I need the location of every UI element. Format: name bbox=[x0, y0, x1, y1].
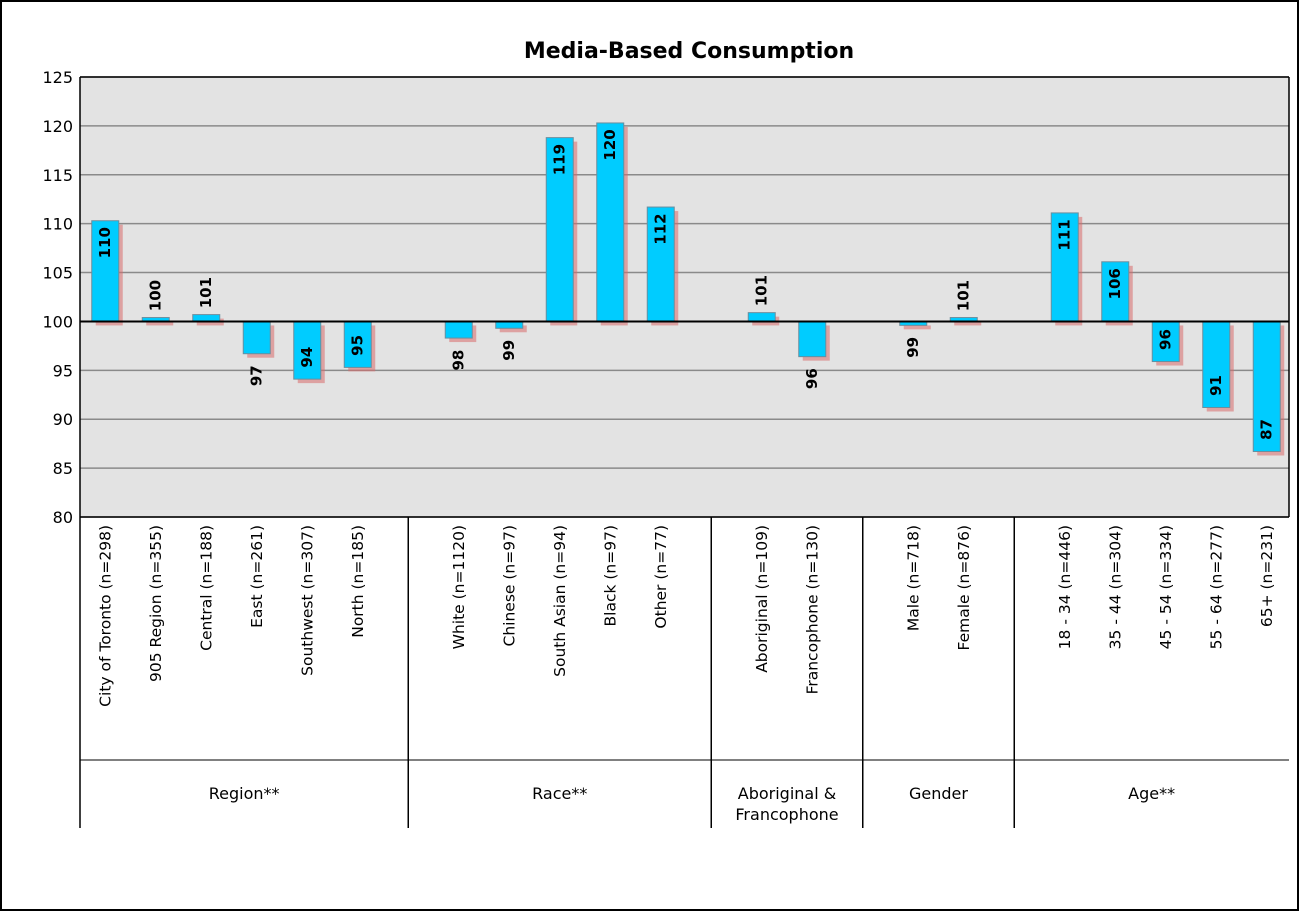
group-label: Race** bbox=[532, 784, 587, 803]
plot-area: 80 85 90 95 100 105 110 115 120 125 110 City of Tor… bbox=[42, 68, 1290, 828]
data-label: 99 bbox=[500, 340, 518, 361]
category-tick-label: Black (n=97) bbox=[601, 525, 619, 627]
category-tick-label: Chinese (n=97) bbox=[500, 525, 518, 646]
data-label: 97 bbox=[248, 365, 266, 386]
data-label: 87 bbox=[1258, 419, 1276, 440]
bar bbox=[646, 206, 675, 322]
y-tick-label: 100 bbox=[42, 312, 73, 331]
bar bbox=[192, 314, 221, 322]
data-label: 98 bbox=[450, 350, 468, 371]
category-tick-label: Male (n=718) bbox=[904, 525, 922, 631]
category-tick-label: White (n=1120) bbox=[450, 525, 468, 649]
data-label: 96 bbox=[1157, 329, 1175, 350]
data-label: 101 bbox=[197, 277, 215, 308]
bar-shadow bbox=[499, 325, 527, 333]
bar bbox=[798, 320, 827, 358]
y-tick-label: 95 bbox=[53, 361, 73, 380]
category-tick-label: 18 - 34 (n=446) bbox=[1056, 525, 1074, 649]
group-label: Aboriginal & bbox=[738, 784, 836, 803]
group-label: Region** bbox=[209, 784, 280, 803]
bar bbox=[495, 320, 524, 329]
y-tick-label: 80 bbox=[53, 508, 73, 527]
data-label: 110 bbox=[96, 227, 114, 258]
bar bbox=[444, 320, 473, 339]
data-label: 111 bbox=[1056, 219, 1074, 250]
y-tick-label: 115 bbox=[42, 166, 73, 185]
bar-shadow bbox=[954, 321, 982, 326]
data-label: 106 bbox=[1106, 268, 1124, 299]
data-label: 100 bbox=[147, 280, 165, 311]
category-tick-label: Southwest (n=307) bbox=[298, 525, 316, 676]
bar-shadow bbox=[146, 321, 174, 326]
category-tick-label: 35 - 44 (n=304) bbox=[1106, 525, 1124, 649]
group-label: Francophone bbox=[735, 805, 838, 824]
category-tick-label: South Asian (n=94) bbox=[551, 525, 569, 677]
y-tick-label: 90 bbox=[53, 410, 73, 429]
bar bbox=[1101, 261, 1130, 322]
category-tick-label: City of Toronto (n=298) bbox=[96, 525, 114, 707]
bar bbox=[1252, 320, 1281, 452]
category-tick-label: Other (n=77) bbox=[652, 525, 670, 629]
data-label: 95 bbox=[349, 335, 367, 356]
data-label: 96 bbox=[803, 368, 821, 389]
chart-title: Media-Based Consumption bbox=[524, 39, 854, 64]
bar bbox=[747, 312, 776, 322]
category-tick-label: 65+ (n=231) bbox=[1258, 525, 1276, 627]
category-tick-label: Central (n=188) bbox=[197, 525, 215, 651]
bar-shadow bbox=[903, 325, 931, 330]
category-tick-label: 55 - 64 (n=277) bbox=[1207, 525, 1225, 649]
category-tick-label: Aboriginal (n=109) bbox=[753, 525, 771, 673]
category-tick-label: 45 - 54 (n=334) bbox=[1157, 525, 1175, 649]
category-tick-label: North (n=185) bbox=[349, 525, 367, 638]
data-label: 119 bbox=[551, 144, 569, 175]
bar bbox=[1050, 212, 1079, 322]
y-tick-label: 110 bbox=[42, 215, 73, 234]
data-label: 112 bbox=[652, 213, 670, 244]
plot-background bbox=[80, 77, 1289, 517]
data-label: 101 bbox=[753, 275, 771, 306]
data-label: 91 bbox=[1207, 375, 1225, 396]
bar bbox=[242, 320, 271, 355]
y-tick-label: 125 bbox=[42, 68, 73, 87]
category-tick-label: Francophone (n=130) bbox=[803, 525, 821, 694]
category-tick-label: 905 Region (n=355) bbox=[147, 525, 165, 682]
bar bbox=[1202, 320, 1231, 408]
y-tick-label: 105 bbox=[42, 264, 73, 283]
y-tick-label: 85 bbox=[53, 459, 73, 478]
data-label: 101 bbox=[955, 280, 973, 311]
group-label: Age** bbox=[1128, 784, 1175, 803]
category-tick-label: Female (n=876) bbox=[955, 525, 973, 650]
y-tick-label: 120 bbox=[42, 117, 73, 136]
bar bbox=[1151, 320, 1180, 363]
category-tick-label: East (n=261) bbox=[248, 525, 266, 628]
data-label: 99 bbox=[904, 337, 922, 358]
group-label: Gender bbox=[909, 784, 968, 803]
data-label: 94 bbox=[298, 347, 316, 368]
data-label: 120 bbox=[601, 129, 619, 160]
